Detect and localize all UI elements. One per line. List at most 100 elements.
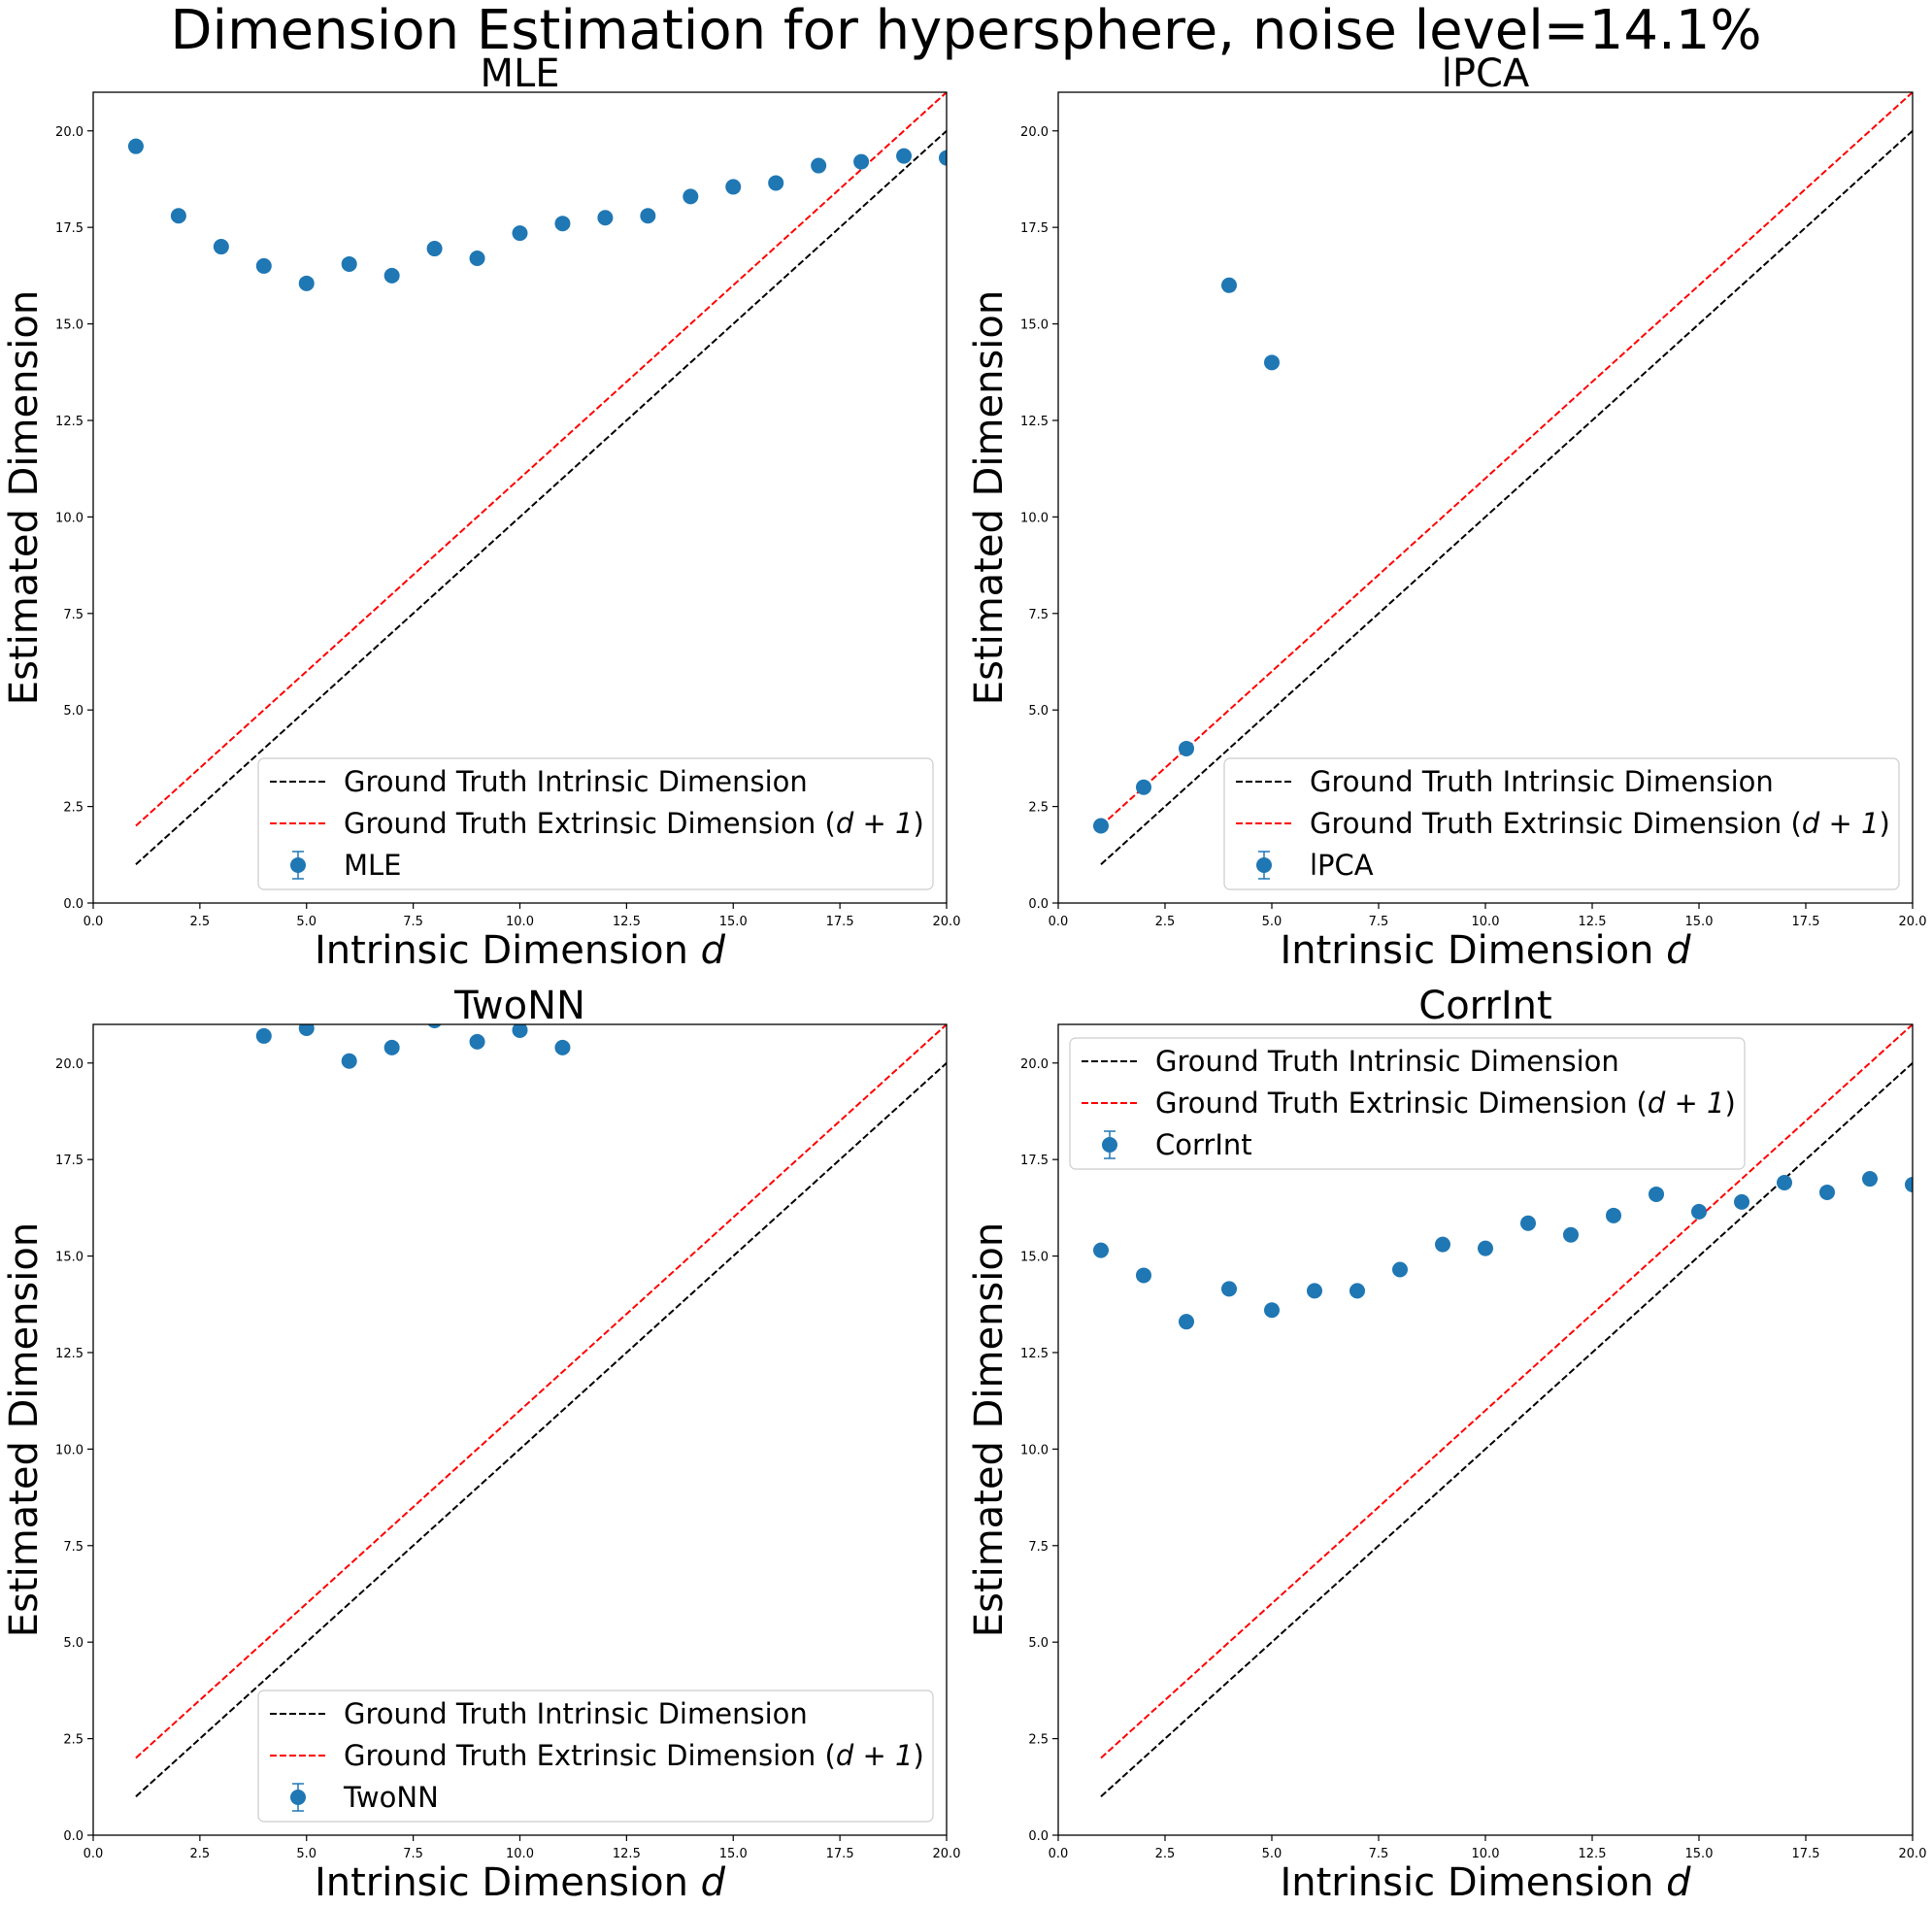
x-tick-label: 12.5: [613, 915, 641, 929]
legend-extrinsic-label: Ground Truth Extrinsic Dimension (d + 1): [1310, 807, 1890, 840]
x-tick-label: 12.5: [1579, 915, 1607, 929]
legend-extrinsic-label: Ground Truth Extrinsic Dimension (d + 1): [344, 1739, 924, 1772]
data-point: [426, 241, 443, 257]
x-tick-label: 17.5: [826, 1847, 854, 1861]
data-point: [1307, 1283, 1322, 1299]
data-point: [1093, 1242, 1109, 1258]
data-point: [127, 138, 144, 154]
legend-points-label: CorrInt: [1155, 1128, 1252, 1161]
data-point: [1136, 779, 1151, 795]
y-tick-label: 0.0: [63, 1829, 83, 1844]
data-point: [512, 225, 528, 242]
data-point: [469, 250, 485, 266]
x-axis-label-corrint: Intrinsic Dimension d: [1280, 1860, 1691, 1905]
data-point: [1819, 1184, 1835, 1200]
data-point: [341, 255, 357, 272]
x-tick-label: 5.0: [296, 1847, 316, 1861]
intrinsic-dimension-line: [135, 1062, 947, 1797]
data-point: [512, 1024, 528, 1038]
data-point: [469, 1033, 485, 1050]
data-point: [725, 179, 742, 195]
y-tick-label: 0.0: [1028, 1829, 1049, 1844]
y-tick-label: 12.5: [55, 415, 83, 429]
legend-corrint: Ground Truth Intrinsic Dimension Ground T…: [1069, 1037, 1746, 1170]
intrinsic-dimension-line: [1100, 1062, 1913, 1797]
legend-box: [1069, 1037, 1746, 1170]
y-axis-label-lpca: Estimated Dimension: [967, 290, 1012, 705]
legend-intrinsic-label: Ground Truth Intrinsic Dimension: [344, 765, 808, 798]
x-tick-label: 2.5: [190, 1847, 211, 1861]
data-point: [1179, 1314, 1194, 1330]
data-point: [1221, 277, 1237, 293]
legend-intrinsic-label: Ground Truth Intrinsic Dimension: [1155, 1045, 1619, 1078]
x-tick-label: 0.0: [83, 915, 104, 929]
extrinsic-dimension-line: [135, 1024, 947, 1759]
x-tick-label: 7.5: [403, 915, 423, 929]
y-tick-label: 10.0: [1020, 1443, 1049, 1457]
y-tick-label: 2.5: [63, 1733, 83, 1748]
y-tick-label: 12.5: [1020, 415, 1049, 429]
x-axis-label-text: Intrinsic Dimension: [315, 1860, 701, 1905]
y-tick-label: 10.0: [1020, 511, 1049, 525]
legend-points-label: MLE: [344, 849, 402, 882]
data-point: [170, 208, 186, 224]
x-axis-label-text: Intrinsic Dimension: [1280, 928, 1666, 973]
x-axis-label-variable: d: [1666, 1860, 1691, 1905]
x-tick-label: 0.0: [83, 1847, 104, 1861]
legend-points-label: TwoNN: [343, 1781, 439, 1814]
x-tick-label: 15.0: [719, 1847, 748, 1861]
legend-extrinsic-math: d + 1: [1802, 807, 1880, 840]
plot-area-twonn: [135, 1024, 947, 1797]
legend-extrinsic-close: ): [1879, 807, 1889, 840]
subplot-title-corrint: CorrInt: [1418, 984, 1551, 1028]
subplot-twonn: TwoNN 0.0 2.5 5.0 7.5 10.0 12.5 15.0 17.5 20.0 0.0…: [2, 984, 960, 1905]
x-tick-label: 5.0: [1262, 915, 1282, 929]
data-point: [554, 216, 571, 232]
data-point: [1563, 1226, 1579, 1243]
x-tick-label: 17.5: [1792, 1847, 1820, 1861]
data-point: [383, 1039, 400, 1055]
y-tick-label: 0.0: [1028, 897, 1049, 912]
legend-extrinsic-math: d + 1: [836, 807, 914, 840]
legend-box: [257, 757, 934, 890]
x-tick-label: 10.0: [506, 1847, 534, 1861]
plot-area-mle: [127, 92, 947, 865]
legend-point-marker: [1256, 857, 1272, 873]
subplot-title-mle: MLE: [480, 51, 559, 96]
y-tick-label: 10.0: [55, 1443, 83, 1457]
y-axis-label-twonn: Estimated Dimension: [2, 1222, 47, 1637]
legend-box: [1223, 757, 1900, 890]
legend-extrinsic-close: ): [1724, 1087, 1735, 1120]
legend-point-marker: [290, 857, 306, 873]
data-point: [1905, 1177, 1913, 1193]
x-axis-label-variable: d: [1666, 928, 1691, 973]
y-tick-label: 7.5: [63, 608, 83, 622]
data-point: [1734, 1193, 1749, 1210]
legend-point-marker: [1102, 1137, 1117, 1153]
y-tick-label: 17.5: [1020, 1154, 1049, 1168]
y-axis-label-corrint: Estimated Dimension: [967, 1222, 1012, 1637]
data-point: [853, 153, 870, 170]
data-point: [1349, 1283, 1365, 1299]
data-point: [1392, 1261, 1408, 1278]
y-tick-label: 7.5: [1028, 1540, 1049, 1555]
data-point: [1264, 354, 1280, 371]
y-tick-label: 7.5: [63, 1540, 83, 1555]
plot-area-corrint: [1093, 1024, 1913, 1797]
axes-frame-mle: [92, 91, 948, 904]
data-point: [1520, 1215, 1536, 1231]
subplot-corrint: CorrInt 0.0 2.5 5.0 7.5 10.0 12.5 15.0 17.5 20.0 0…: [967, 984, 1926, 1905]
data-point: [213, 239, 229, 255]
legend-twonn: Ground Truth Intrinsic Dimension Ground T…: [257, 1690, 934, 1823]
y-tick-label: 5.0: [1028, 1636, 1049, 1651]
x-tick-label: 7.5: [1369, 915, 1389, 929]
y-tick-label: 20.0: [1020, 125, 1049, 140]
y-tick-label: 17.5: [55, 1154, 83, 1168]
legend-box: [257, 1690, 934, 1823]
data-point: [597, 210, 614, 226]
subplot-title-lpca: lPCA: [1442, 51, 1530, 96]
data-point: [298, 275, 315, 291]
legend-extrinsic-math: d + 1: [1648, 1087, 1725, 1120]
legend-extrinsic-close: ): [913, 807, 923, 840]
